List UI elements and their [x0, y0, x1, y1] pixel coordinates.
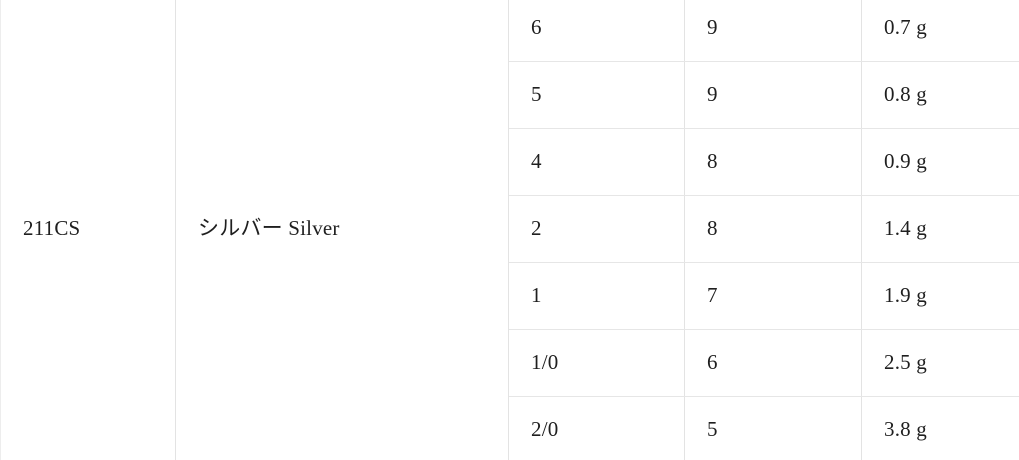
- table-row: 2/0 5 3.8 g: [1, 396, 1019, 460]
- cell-weight: 0.9 g: [861, 128, 1019, 196]
- cell-count: 8: [684, 128, 862, 196]
- cell-hook-size: 1/0: [508, 329, 685, 397]
- cell-weight: 0.7 g: [861, 0, 1019, 62]
- cell-weight: 0.8 g: [861, 61, 1019, 129]
- cell-hook-size: 6: [508, 0, 685, 62]
- cell-hook-size: 2: [508, 195, 685, 263]
- cell-weight: 1.9 g: [861, 262, 1019, 330]
- cell-count: 5: [684, 396, 862, 460]
- cell-count: 7: [684, 262, 862, 330]
- table-row: 1 7 1.9 g: [1, 262, 1019, 330]
- cell-weight: 1.4 g: [861, 195, 1019, 263]
- cell-color-name: シルバー Silver: [175, 0, 509, 460]
- table-row: 1/0 6 2.5 g: [1, 329, 1019, 397]
- cell-count: 8: [684, 195, 862, 263]
- cell-hook-size: 5: [508, 61, 685, 129]
- cell-count: 9: [684, 0, 862, 62]
- cell-hook-size: 4: [508, 128, 685, 196]
- cell-count: 6: [684, 329, 862, 397]
- cell-count: 9: [684, 61, 862, 129]
- table-row: 4 8 0.9 g: [1, 128, 1019, 196]
- cell-model-code: 211CS: [0, 0, 176, 460]
- cell-weight: 3.8 g: [861, 396, 1019, 460]
- cell-hook-size: 2/0: [508, 396, 685, 460]
- table-row: 2 8 1.4 g: [1, 195, 1019, 263]
- cell-weight: 2.5 g: [861, 329, 1019, 397]
- cell-hook-size: 1: [508, 262, 685, 330]
- table-row: 5 9 0.8 g: [1, 61, 1019, 129]
